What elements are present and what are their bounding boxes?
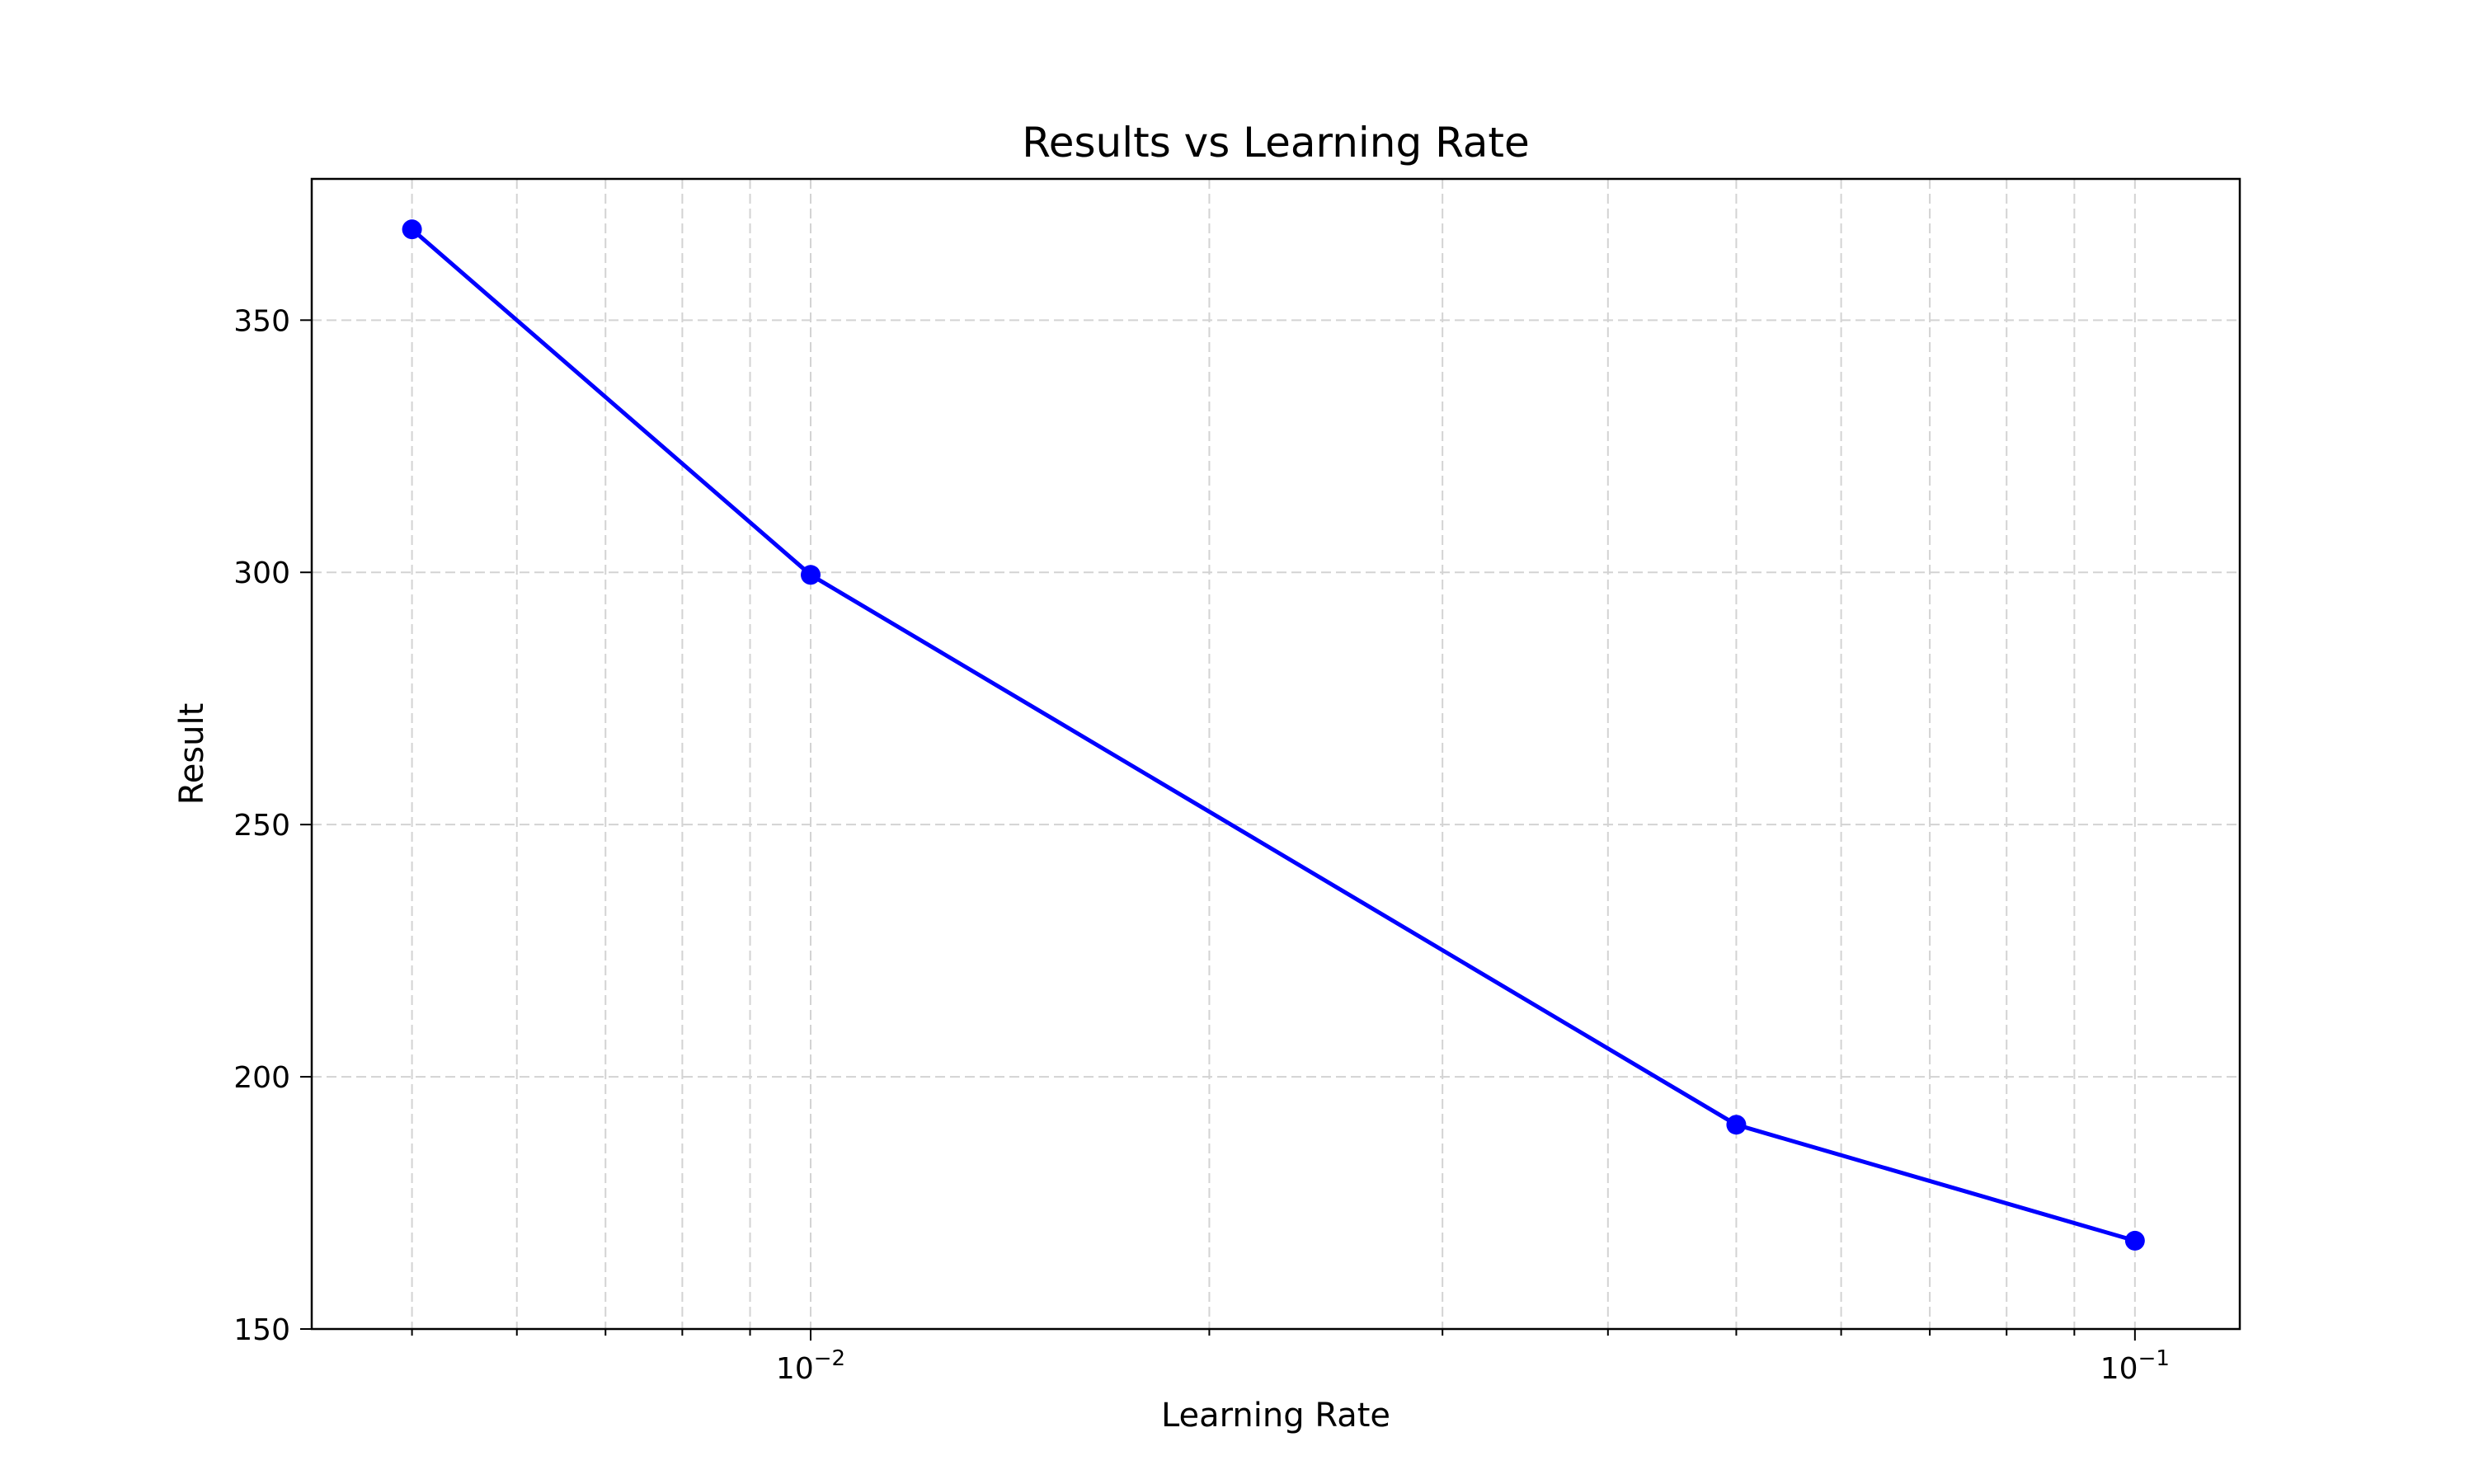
x-axis-label: Learning Rate	[1161, 1397, 1390, 1435]
chart-title: Results vs Learning Rate	[1022, 119, 1530, 167]
y-tick-label: 300	[233, 556, 290, 590]
data-point	[2124, 1230, 2145, 1251]
data-point	[1726, 1115, 1747, 1135]
x-tick-label: 10−1	[2100, 1346, 2170, 1386]
series-layer	[402, 219, 2145, 1251]
data-point	[801, 565, 821, 585]
y-tick-label: 250	[233, 809, 290, 843]
data-point	[402, 219, 422, 240]
y-tick-label: 350	[233, 304, 290, 338]
y-axis-label: Result	[173, 703, 211, 805]
x-tick-label: 10−2	[776, 1346, 845, 1386]
y-tick-label: 200	[233, 1061, 290, 1095]
y-tick-label: 150	[233, 1313, 290, 1347]
plot-frame	[310, 177, 2241, 1331]
ticks: 150 200 250 300 350 10−2 10−1	[233, 304, 2170, 1386]
series-line	[410, 228, 2136, 1243]
